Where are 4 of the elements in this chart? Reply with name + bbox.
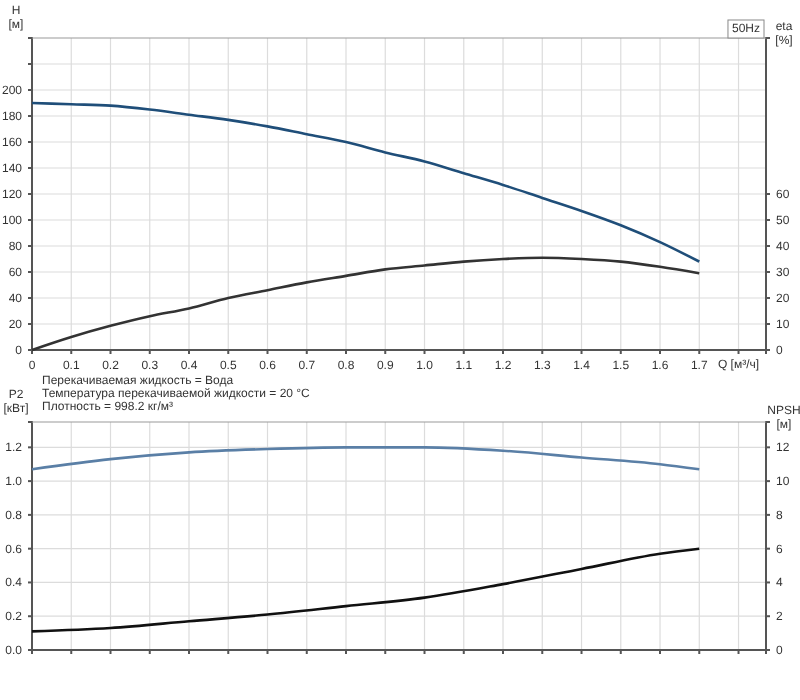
line-series	[30, 446, 701, 471]
line-series	[30, 101, 701, 263]
line-series	[30, 256, 701, 352]
line-series	[30, 547, 701, 633]
